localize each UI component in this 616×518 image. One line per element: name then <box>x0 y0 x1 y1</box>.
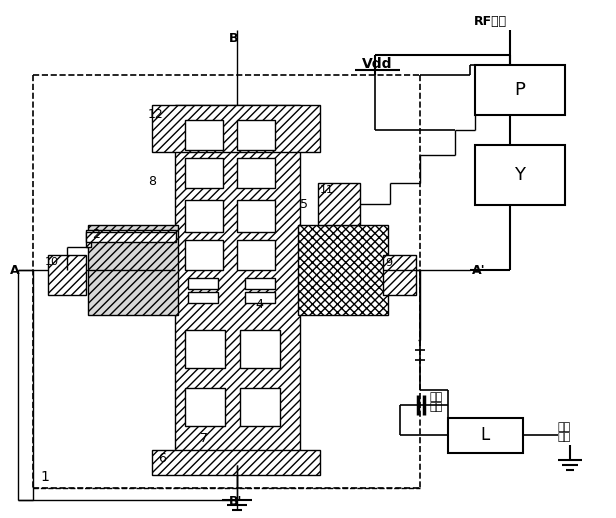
Text: L: L <box>480 426 490 444</box>
Text: A': A' <box>472 264 485 277</box>
Text: 1: 1 <box>40 470 49 484</box>
Text: 10: 10 <box>45 257 59 267</box>
Bar <box>88 225 178 315</box>
Bar <box>475 65 565 115</box>
Bar <box>152 105 320 152</box>
Bar <box>185 240 223 270</box>
Bar <box>240 330 280 368</box>
Text: Y: Y <box>514 166 525 184</box>
Text: 2: 2 <box>92 228 100 241</box>
Bar <box>237 200 275 232</box>
Text: 8: 8 <box>148 175 156 188</box>
Bar <box>185 120 223 150</box>
Text: 隔直: 隔直 <box>430 392 444 402</box>
Bar <box>188 292 218 303</box>
Text: B: B <box>229 32 238 45</box>
Text: P: P <box>514 81 525 99</box>
Bar <box>237 120 275 150</box>
Bar <box>185 158 223 188</box>
Text: 9: 9 <box>385 258 392 268</box>
Text: 6: 6 <box>158 452 166 465</box>
Bar <box>475 145 565 205</box>
Bar <box>448 418 523 453</box>
Bar <box>318 183 360 225</box>
Bar <box>298 225 388 315</box>
Text: 5: 5 <box>300 198 308 211</box>
Bar <box>152 450 320 475</box>
Bar <box>185 200 223 232</box>
Bar <box>245 278 275 289</box>
Bar <box>188 278 218 289</box>
Text: 4: 4 <box>255 298 263 311</box>
Bar <box>237 158 275 188</box>
Bar <box>383 255 416 295</box>
Bar <box>240 388 280 426</box>
Bar <box>175 105 300 465</box>
Text: 11: 11 <box>320 185 334 195</box>
Text: 12: 12 <box>148 108 164 121</box>
Bar <box>237 240 275 270</box>
Bar <box>245 292 275 303</box>
Bar <box>86 232 91 247</box>
Bar <box>185 330 225 368</box>
Bar <box>185 388 225 426</box>
Text: RF输入: RF输入 <box>474 15 506 28</box>
Text: 输出: 输出 <box>558 432 571 442</box>
Text: 电容: 电容 <box>430 402 444 412</box>
Text: A: A <box>10 264 20 277</box>
Bar <box>86 230 176 242</box>
Text: Vdd: Vdd <box>362 57 392 71</box>
Text: 7: 7 <box>200 432 208 445</box>
Text: 电流: 电流 <box>558 422 571 432</box>
Text: B': B' <box>229 495 243 508</box>
Bar <box>48 255 86 295</box>
